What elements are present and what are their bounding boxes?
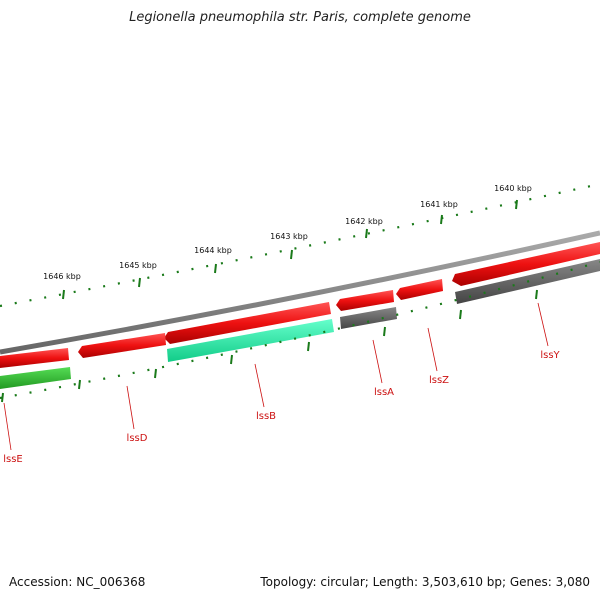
reverse-strand-features bbox=[0, 259, 600, 389]
lower-major-ticks bbox=[1, 289, 538, 403]
cds-feature bbox=[396, 279, 443, 300]
cds-feature bbox=[452, 242, 600, 286]
tick-label-1641: 1641 kbp bbox=[420, 200, 458, 209]
green-feature bbox=[0, 367, 71, 389]
genome-backbone bbox=[0, 230, 600, 355]
genome-summary-text: Topology: circular; Length: 3,503,610 bp… bbox=[260, 575, 590, 589]
cds-feature bbox=[0, 348, 69, 368]
tick-label-1642: 1642 kbp bbox=[345, 217, 383, 226]
gene-label-lssB: lssB bbox=[256, 411, 276, 422]
gene-label-lssE: lssE bbox=[3, 454, 23, 465]
tick-label-1646: 1646 kbp bbox=[43, 272, 81, 281]
accession-text: Accession: NC_006368 bbox=[9, 575, 146, 589]
cds-feature bbox=[78, 333, 166, 358]
forward-strand-features bbox=[0, 242, 600, 368]
tick-label-1645: 1645 kbp bbox=[119, 261, 157, 270]
tick-label-1644: 1644 kbp bbox=[194, 246, 232, 255]
tick-label-1640: 1640 kbp bbox=[494, 184, 532, 193]
gray-feature bbox=[340, 307, 397, 329]
gene-label-lssZ: lssZ bbox=[429, 375, 449, 386]
gene-label-lssA: lssA bbox=[374, 387, 394, 398]
gene-leaders bbox=[3, 302, 549, 451]
cds-feature bbox=[336, 290, 394, 311]
gene-label-lssD: lssD bbox=[127, 433, 148, 444]
upper-major-ticks bbox=[62, 199, 518, 300]
map-title: Legionella pneumophila str. Paris, compl… bbox=[129, 10, 471, 25]
cds-feature bbox=[164, 302, 331, 344]
gene-label-lssY: lssY bbox=[540, 350, 560, 361]
tick-label-1643: 1643 kbp bbox=[270, 232, 308, 241]
cyan-feature bbox=[167, 319, 334, 362]
